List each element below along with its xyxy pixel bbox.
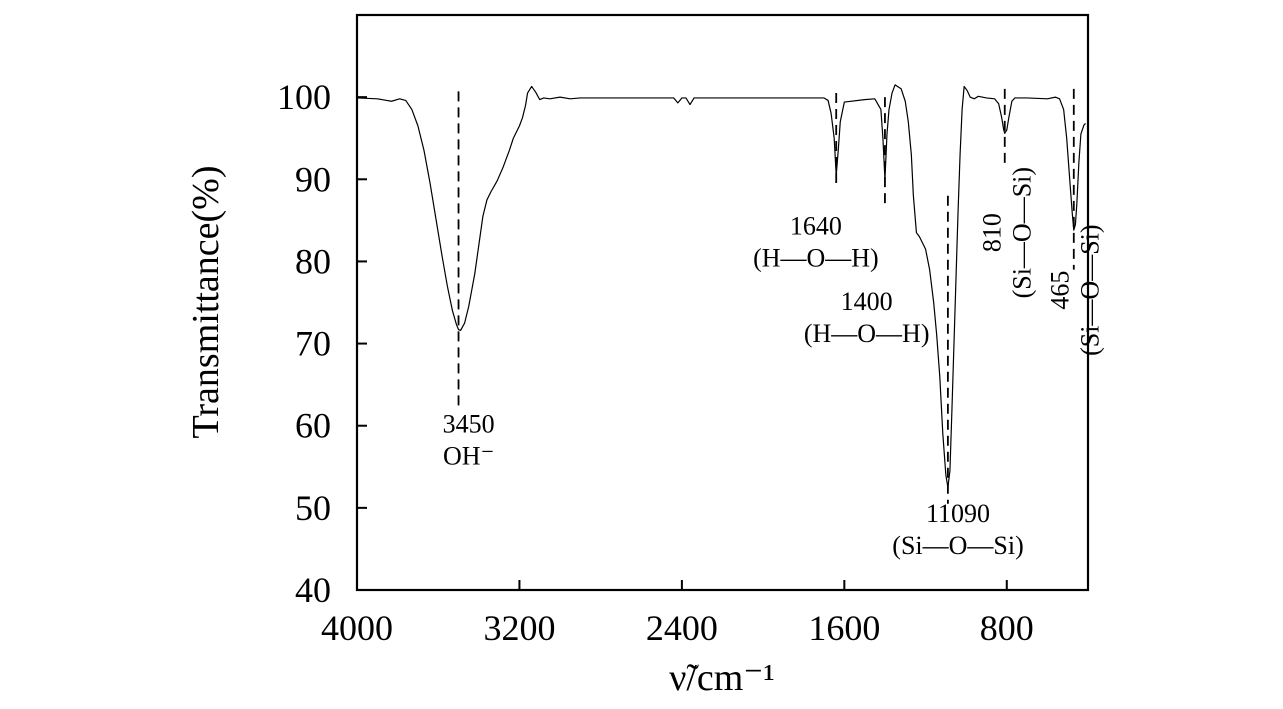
x-axis-title: ν̃/cm⁻¹ <box>669 657 775 699</box>
x-tick-label: 1600 <box>808 608 880 648</box>
plot-frame <box>355 13 1090 592</box>
annotation-line: (Si—O—Si) <box>1008 167 1037 298</box>
annotation-line: 465 <box>1046 271 1075 310</box>
x-tick-label: 2400 <box>646 608 718 648</box>
peak-annotation: 810(Si—O—Si) <box>978 167 1037 298</box>
peak-annotation: 11090 (Si—O—Si) <box>892 499 1023 560</box>
annotation-line: 1640 <box>790 211 842 240</box>
peak-annotation: 1400 (H—O—H) <box>804 287 930 348</box>
x-tick-label: 4000 <box>321 608 393 648</box>
annotation-line: 810 <box>978 213 1007 252</box>
peak-annotations: 3450 OH⁻ 1640 (H—O—H) 1400 (H—O—H) 11090 (Si—O—… <box>443 167 1105 560</box>
y-tick-label: 100 <box>277 77 331 117</box>
annotation-line: (H—O—H) <box>753 243 879 272</box>
x-tick-label: 800 <box>980 608 1034 648</box>
annotation-line: (Si—O—Si) <box>1076 224 1105 355</box>
x-axis: 4000 3200 2400 1600 800 <box>321 580 1034 648</box>
annotation-line: 1400 <box>841 287 893 316</box>
y-axis: 40 50 60 70 80 90 100 <box>277 77 367 610</box>
y-tick-label: 40 <box>295 570 331 610</box>
annotation-line: (Si—O—Si) <box>892 531 1023 560</box>
y-tick-label: 60 <box>295 406 331 446</box>
peak-annotation: 3450 OH⁻ <box>443 409 495 470</box>
spectrum-line <box>356 84 1086 488</box>
x-tick-label: 3200 <box>483 608 555 648</box>
peak-annotation: 465(Si—O—Si) <box>1046 224 1105 355</box>
y-tick-label: 70 <box>295 324 331 364</box>
y-tick-label: 80 <box>295 241 331 281</box>
annotation-line: 11090 <box>926 499 990 528</box>
annotation-line: OH⁻ <box>443 441 494 470</box>
peak-markers <box>457 88 1075 504</box>
annotation-line: (H—O—H) <box>804 319 930 348</box>
y-axis-title: Transmittance(%) <box>185 166 227 439</box>
peak-annotation: 1640 (H—O—H) <box>753 211 879 272</box>
y-tick-label: 50 <box>295 488 331 528</box>
annotation-line: 3450 <box>443 409 495 438</box>
y-tick-label: 90 <box>295 159 331 199</box>
